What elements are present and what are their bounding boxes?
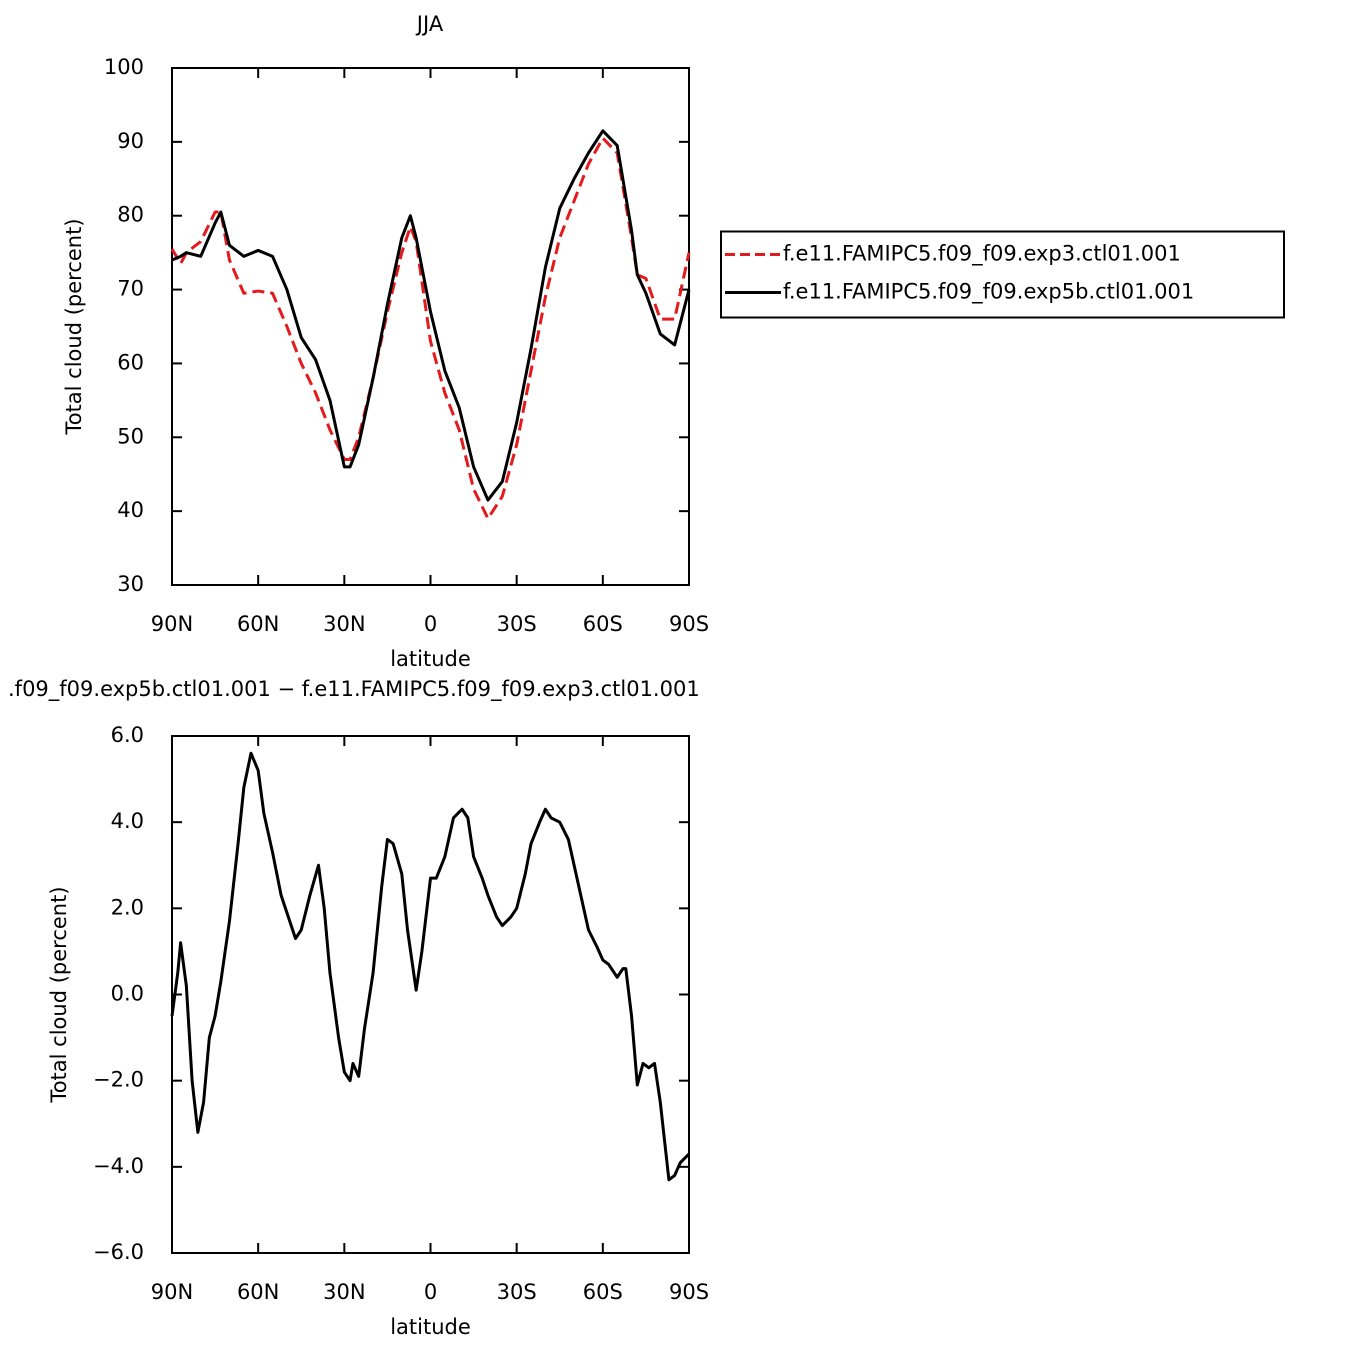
y-tick-label: −2.0 xyxy=(93,1068,144,1092)
y-axis-label: Total cloud (percent) xyxy=(47,886,71,1103)
y-tick-label: −4.0 xyxy=(93,1154,144,1178)
y-tick-label: 2.0 xyxy=(111,895,144,919)
y-tick-label: 30 xyxy=(117,572,144,596)
x-axis-label: latitude xyxy=(390,647,471,671)
y-tick-label: 60 xyxy=(117,350,144,374)
legend-box xyxy=(720,230,1285,319)
y-tick-label: −6.0 xyxy=(93,1240,144,1264)
y-tick-label: 100 xyxy=(104,55,144,79)
x-tick-label: 30S xyxy=(497,1280,537,1304)
x-tick-label: 30N xyxy=(323,1280,365,1304)
x-tick-label: 60N xyxy=(237,1280,279,1304)
chart-title: .f09_f09.exp5b.ctl01.001 − f.e11.FAMIPC5… xyxy=(8,677,700,702)
x-tick-label: 90S xyxy=(669,1280,709,1304)
data-line xyxy=(170,751,691,1182)
y-tick-label: 6.0 xyxy=(111,723,144,747)
x-tick-label: 90N xyxy=(151,1280,193,1304)
y-tick-label: 50 xyxy=(117,424,144,448)
x-tick-label: 60S xyxy=(583,1280,623,1304)
x-tick-label: 60N xyxy=(237,612,279,636)
x-tick-label: 0 xyxy=(424,612,437,636)
x-axis-label: latitude xyxy=(390,1315,471,1339)
data-line xyxy=(171,129,691,502)
x-tick-label: 90N xyxy=(151,612,193,636)
x-tick-label: 60S xyxy=(583,612,623,636)
y-axis-label: Total cloud (percent) xyxy=(62,218,86,435)
y-tick-label: 90 xyxy=(117,129,144,153)
x-tick-label: 90S xyxy=(669,612,709,636)
data-line xyxy=(170,136,691,521)
x-tick-label: 0 xyxy=(424,1280,437,1304)
y-tick-label: 70 xyxy=(117,277,144,301)
legend-label: f.e11.FAMIPC5.f09_f09.exp5b.ctl01.001 xyxy=(783,280,1194,305)
plot-frame xyxy=(171,735,690,1254)
legend-label: f.e11.FAMIPC5.f09_f09.exp3.ctl01.001 xyxy=(783,242,1181,267)
y-tick-label: 40 xyxy=(117,498,144,522)
chart-title: JJA xyxy=(415,12,444,36)
y-tick-label: 80 xyxy=(117,203,144,227)
y-tick-label: 0.0 xyxy=(111,982,144,1006)
x-tick-label: 30N xyxy=(323,612,365,636)
x-tick-label: 30S xyxy=(497,612,537,636)
y-tick-label: 4.0 xyxy=(111,809,144,833)
